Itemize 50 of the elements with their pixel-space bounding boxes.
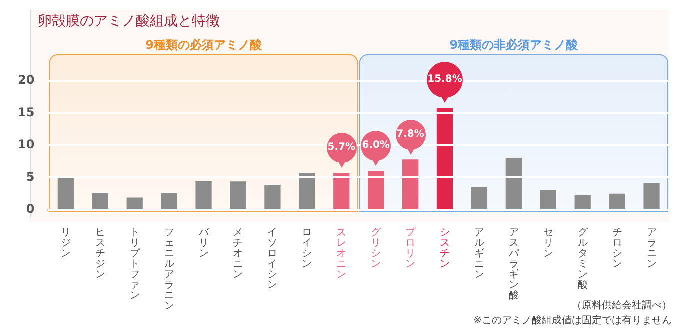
x-tick-label: アスパラギン酸 <box>508 228 520 302</box>
bar <box>402 160 419 209</box>
text: （原料供給会社調べ） <box>572 300 672 312</box>
data-label: 15.8% <box>427 74 463 85</box>
bar <box>264 185 281 209</box>
data-label: 6.0% <box>361 140 391 152</box>
bar <box>436 108 454 209</box>
x-tick-label: グルタミン酸 <box>578 228 589 292</box>
bar <box>334 173 350 209</box>
bar <box>368 171 384 209</box>
data-label: 5.7% <box>326 142 356 154</box>
bar <box>92 193 108 209</box>
y-tick-label: 10 <box>18 138 35 152</box>
x-tick-label: セリン <box>543 228 554 260</box>
x-tick-label: アルギニン <box>474 228 484 281</box>
x-tick-label: チロシン <box>612 228 622 270</box>
bar <box>299 173 316 209</box>
band-label: 9種類の必須アミノ酸 <box>146 38 263 52</box>
x-tick-label: シスチン <box>440 228 450 270</box>
x-tick-label: イソロイシン <box>268 228 278 292</box>
bar <box>574 195 591 209</box>
bar <box>58 177 74 209</box>
bar <box>609 194 626 209</box>
bar <box>230 182 246 209</box>
bar <box>126 198 143 209</box>
bar <box>196 180 212 209</box>
x-tick-label: アラニン <box>646 228 657 270</box>
x-tick-label: スレオニン <box>336 228 347 281</box>
data-label: 7.8% <box>396 128 426 140</box>
y-tick-label: 5 <box>26 170 35 184</box>
y-tick-label: 20 <box>18 72 35 87</box>
bar <box>471 187 488 209</box>
y-tick-label: 0 <box>26 202 35 216</box>
x-tick-label: メチオニン <box>233 228 244 281</box>
bar <box>540 190 556 209</box>
x-tick-label: バリン <box>198 228 210 260</box>
x-tick-label: ロイシン <box>302 228 312 270</box>
bar <box>161 193 178 209</box>
x-tick-label: フェニルアラニン <box>164 228 174 312</box>
x-tick-label: グリシン <box>371 228 382 270</box>
y-tick-label: 15 <box>18 105 35 120</box>
x-tick-label: ヒスチジン <box>95 228 106 281</box>
x-tick-label: プロリン <box>406 226 417 270</box>
text: ※このアミノ酸組成値は固定では有りません <box>474 314 672 327</box>
x-tick-label: トリプトファン <box>130 228 141 302</box>
x-tick-label: リジン <box>60 228 71 260</box>
chart-title: 卵殻膜のアミノ酸組成と特徴 <box>38 14 220 30</box>
bar <box>506 158 522 209</box>
bar <box>644 184 660 209</box>
band-label: 9種類の非必須アミノ酸 <box>450 38 580 52</box>
